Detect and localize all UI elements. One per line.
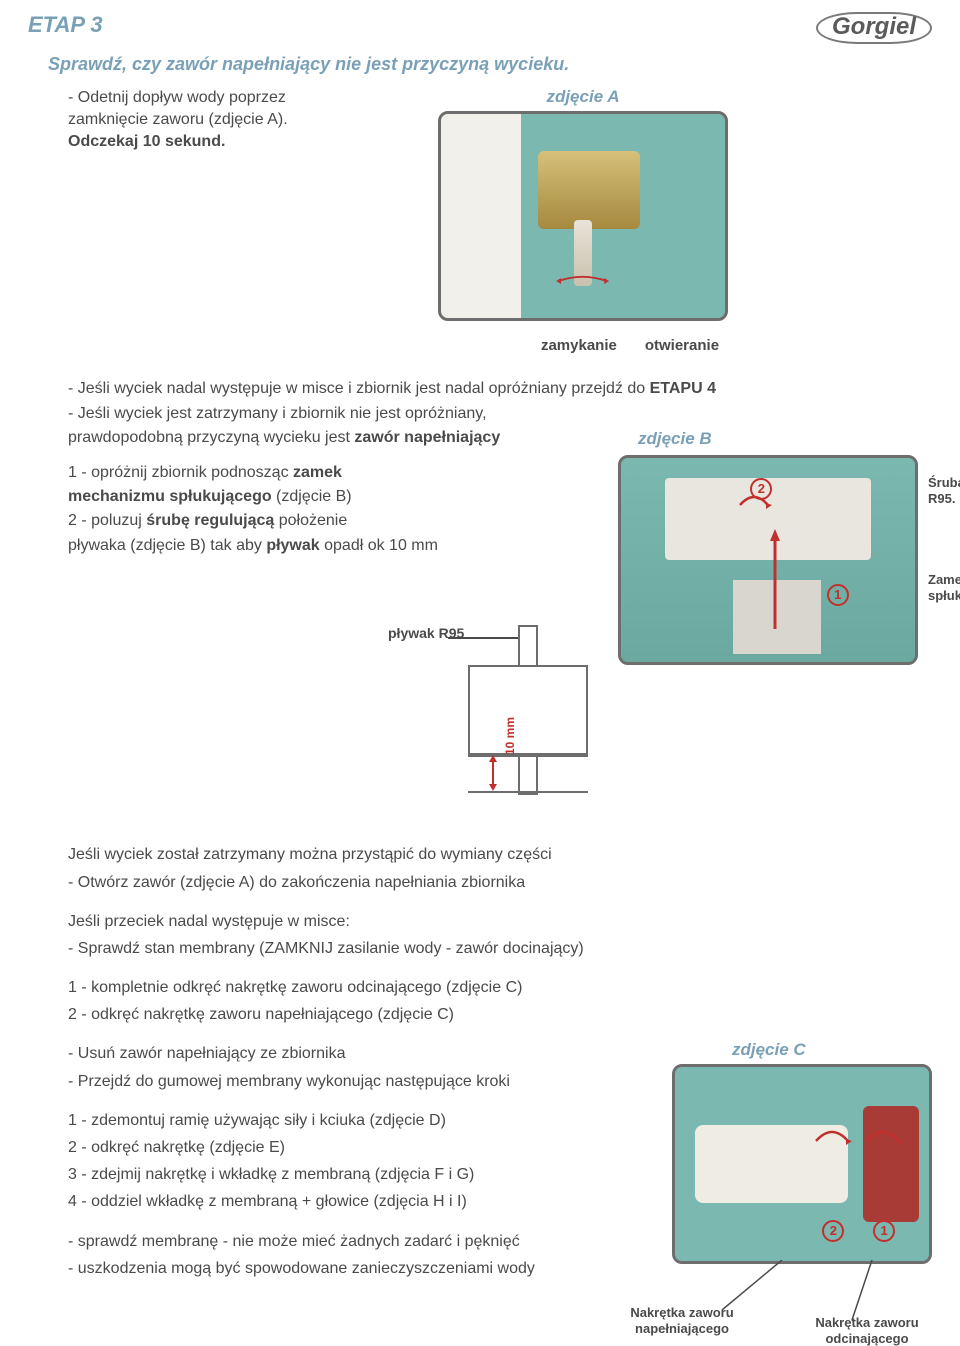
mid-l3: 2 - poluzuj śrubę regulującą położenie (68, 510, 598, 532)
lower-p: - Otwórz zawór (zdjęcie A) do zakończeni… (68, 871, 960, 894)
stage-title: ETAP 3 (28, 12, 103, 38)
float-diagram: pływak R95 10 mm (388, 625, 648, 825)
photo-b-label: zdjęcie B (638, 427, 918, 451)
lower-p: - Sprawdź stan membrany (ZAMKNIJ zasilan… (68, 937, 960, 960)
mid-p1: - Jeśli wyciek nadal występuje w misce i… (68, 378, 932, 400)
brand-logo: Gorgiel (816, 12, 932, 44)
ten-mm-arrows-icon (488, 755, 498, 791)
mid-l2: mechanizmu spłukującego (zdjęcie B) (68, 486, 598, 508)
photo-c-label: zdjęcie C (732, 1040, 932, 1060)
caption-fill-nut: Nakrętka zaworu napełniającego (612, 1305, 752, 1336)
closing-label: zamykanie (541, 337, 617, 354)
opening-label: otwieranie (645, 337, 719, 354)
marker-c-2: 2 (822, 1220, 844, 1242)
label-screw: Śruba regulująca R95. (928, 475, 960, 506)
label-lock: Zamek mechanizmu spłukiwania. (928, 572, 960, 603)
leader-line-icon (832, 1260, 892, 1320)
leader-line-icon (712, 1260, 792, 1310)
photo-a (438, 111, 728, 321)
ten-mm-label: 10 mm (503, 717, 517, 755)
mid-l4: pływaka (zdjęcie B) tak aby pływak opadł… (68, 535, 598, 557)
instr-a-line: - Odetnij dopływ wody poprzez (68, 87, 408, 109)
instr-a-line: Odczekaj 10 sekund. (68, 131, 408, 153)
lower-p: Jeśli wyciek został zatrzymany można prz… (68, 843, 960, 866)
photo-b: 2 1 (618, 455, 918, 665)
lower-p: 2 - odkręć nakrętkę zaworu napełniająceg… (68, 1003, 960, 1026)
lower-p: Jeśli przeciek nadal występuje w misce: (68, 910, 960, 933)
float-label: pływak R95 (388, 625, 464, 642)
caption-cut-nut: Nakrętka zaworu odcinającego (802, 1315, 932, 1346)
instr-a-line: zamknięcie zaworu (zdjęcie A). (68, 109, 408, 131)
rotation-arrow-icon (540, 274, 625, 286)
section-heading: Sprawdź, czy zawór napełniający nie jest… (48, 54, 932, 75)
mid-p3: prawdopodobną przyczyną wycieku jest zaw… (68, 427, 598, 449)
mid-l1: 1 - opróżnij zbiornik podnosząc zamek (68, 462, 598, 484)
lower-p: 1 - kompletnie odkręć nakrętkę zaworu od… (68, 976, 960, 999)
photo-a-label: zdjęcie A (438, 87, 728, 107)
photo-c: 2 1 (672, 1064, 932, 1264)
instruction-a: - Odetnij dopływ wody poprzez zamknięcie… (68, 87, 408, 321)
mid-p2: - Jeśli wyciek jest zatrzymany i zbiorni… (68, 403, 932, 425)
marker-c-1: 1 (873, 1220, 895, 1242)
